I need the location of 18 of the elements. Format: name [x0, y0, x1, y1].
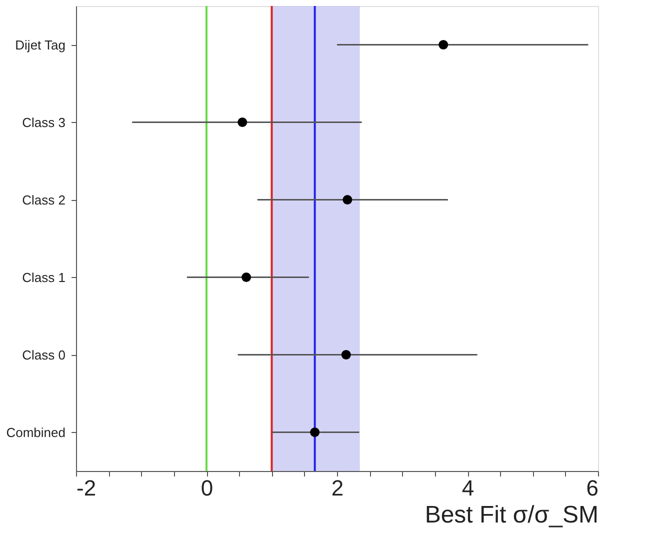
x-tick-label: 4 [462, 476, 474, 500]
y-tick-label: Combined [6, 424, 66, 440]
point [342, 195, 352, 204]
y-tick-label: Class 2 [22, 192, 66, 208]
point [238, 118, 248, 127]
y-tick-label: Class 3 [22, 114, 66, 130]
y-tick-label: Dijet Tag [15, 37, 66, 52]
x-tick-label: 0 [200, 476, 214, 500]
x-tick-label: 2 [331, 476, 344, 500]
x-tick-label: 6 [586, 476, 598, 500]
point [310, 428, 320, 437]
point [438, 40, 448, 50]
x-tick-label: -2 [76, 476, 96, 500]
point [341, 350, 351, 360]
point [242, 272, 252, 282]
x-axis-title: Best Fit σ/σ_SM [424, 502, 598, 528]
y-tick-label: Class 1 [22, 270, 66, 285]
y-tick-label: Class 0 [22, 347, 66, 362]
